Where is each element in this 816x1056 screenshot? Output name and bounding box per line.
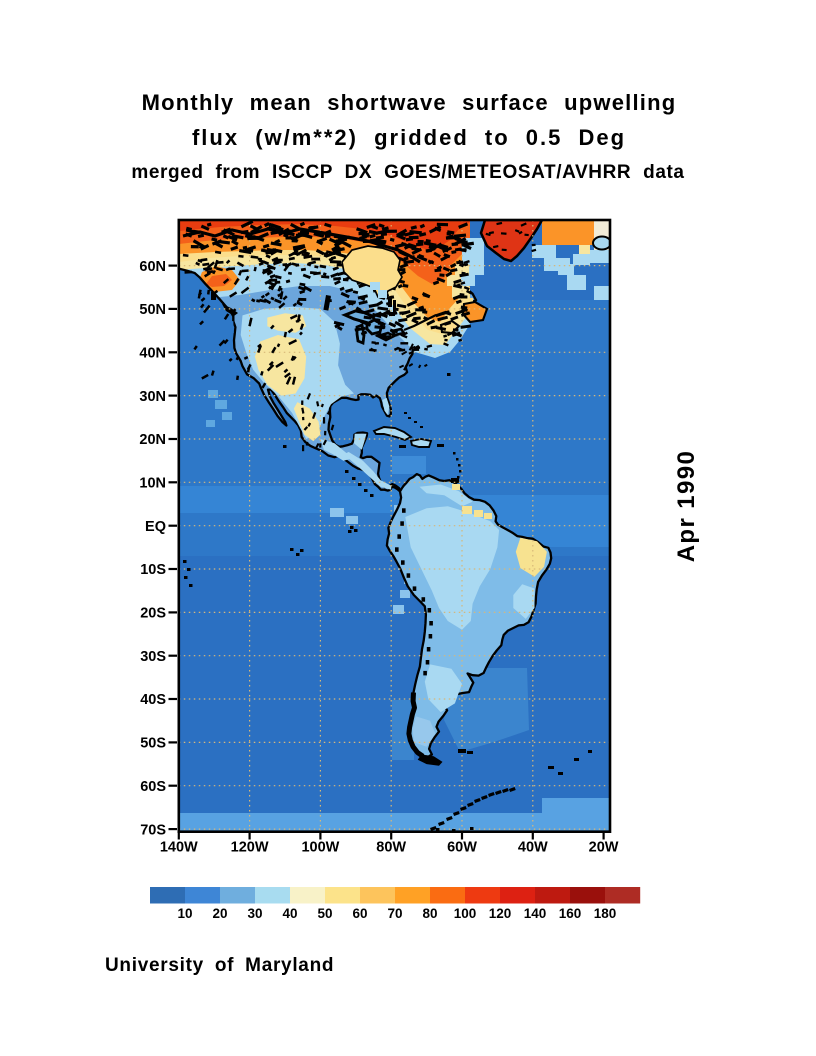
svg-text:60W: 60W [447, 840, 477, 856]
svg-text:20N: 20N [139, 432, 166, 448]
svg-text:Apr 1990: Apr 1990 [673, 450, 700, 563]
svg-text:20W: 20W [589, 840, 619, 856]
svg-text:180: 180 [594, 906, 617, 921]
svg-text:70S: 70S [140, 822, 166, 838]
svg-text:100: 100 [454, 906, 477, 921]
svg-text:Monthly mean shortwave surface: Monthly mean shortwave surface upwelling [142, 90, 677, 115]
svg-text:140W: 140W [160, 840, 198, 856]
svg-text:60: 60 [352, 906, 367, 921]
svg-text:40S: 40S [140, 692, 166, 708]
svg-text:100W: 100W [301, 840, 339, 856]
svg-text:10: 10 [177, 906, 192, 921]
svg-text:30N: 30N [139, 389, 166, 405]
svg-text:40N: 40N [139, 346, 166, 362]
svg-text:50: 50 [317, 906, 332, 921]
svg-text:20S: 20S [140, 606, 166, 622]
svg-text:50N: 50N [139, 302, 166, 318]
svg-text:120: 120 [489, 906, 512, 921]
svg-text:80: 80 [422, 906, 437, 921]
svg-text:10N: 10N [139, 476, 166, 492]
svg-text:80W: 80W [376, 840, 406, 856]
svg-text:60S: 60S [140, 779, 166, 795]
svg-text:70: 70 [387, 906, 402, 921]
svg-text:60N: 60N [139, 259, 166, 275]
svg-text:University of Maryland: University of Maryland [105, 955, 334, 976]
svg-text:flux (w/m**2) gridded to 0.5 D: flux (w/m**2) gridded to 0.5 Deg [192, 125, 626, 150]
svg-text:40W: 40W [518, 840, 548, 856]
svg-text:10S: 10S [140, 562, 166, 578]
svg-text:120W: 120W [231, 840, 269, 856]
svg-text:20: 20 [212, 906, 227, 921]
svg-text:30S: 30S [140, 649, 166, 665]
svg-text:40: 40 [282, 906, 297, 921]
svg-text:30: 30 [247, 906, 262, 921]
svg-text:merged from ISCCP DX GOES/METE: merged from ISCCP DX GOES/METEOSAT/AVHRR… [131, 162, 684, 183]
svg-text:140: 140 [524, 906, 547, 921]
svg-text:50S: 50S [140, 736, 166, 752]
svg-text:EQ: EQ [145, 519, 166, 535]
svg-text:160: 160 [559, 906, 582, 921]
